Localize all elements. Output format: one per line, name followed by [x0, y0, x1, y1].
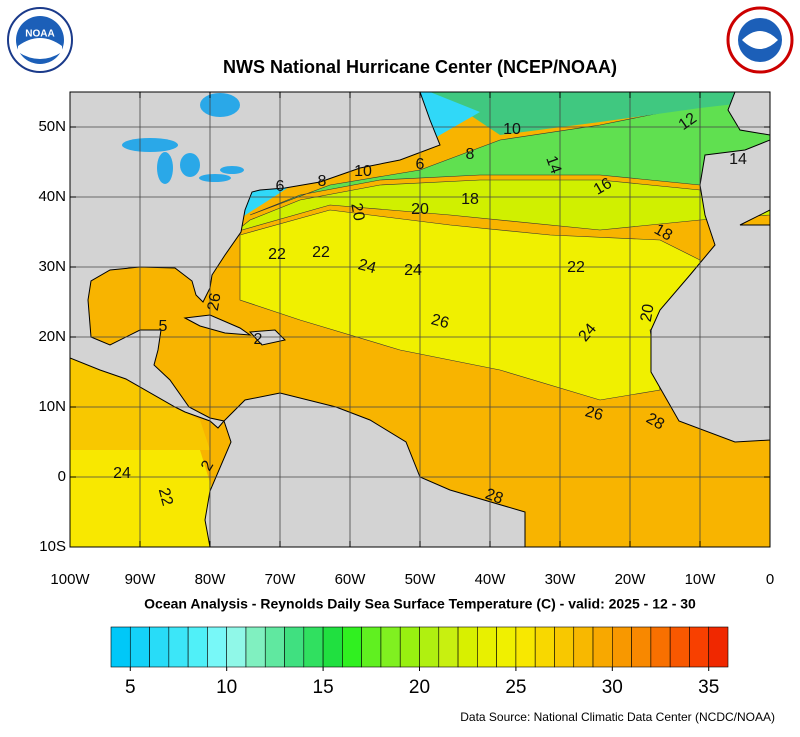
contour-label: 28	[483, 486, 506, 508]
contour-label: 22	[268, 246, 286, 263]
lat-label: 30N	[38, 258, 66, 275]
colorbar-bin	[592, 626, 613, 668]
contour-label: 26	[429, 311, 451, 332]
lon-label: 100W	[50, 571, 90, 588]
lon-label: 30W	[545, 571, 577, 588]
lat-label: 10N	[38, 398, 66, 415]
contour-label: 5	[159, 318, 168, 335]
caption: Ocean Analysis - Reynolds Daily Sea Surf…	[144, 596, 696, 612]
colorbar-bin	[399, 626, 420, 668]
colorbar-bin	[419, 626, 440, 668]
lon-label: 50W	[405, 571, 437, 588]
colorbar-label: 30	[602, 677, 623, 698]
contour-label: 18	[461, 191, 479, 208]
colorbar-bin	[322, 626, 343, 668]
colorbar-bin	[689, 626, 710, 668]
lon-label: 20W	[615, 571, 647, 588]
colorbar-label: 15	[313, 677, 334, 698]
contour-label: 14	[729, 151, 747, 168]
contour-label: 6	[276, 178, 285, 195]
lon-label: 40W	[475, 571, 507, 588]
lon-label: 90W	[125, 571, 157, 588]
colorbar-bin	[496, 626, 517, 668]
colorbar-bin	[361, 626, 382, 668]
colorbar-bin	[438, 626, 459, 668]
colorbar-bin	[187, 626, 208, 668]
contour-label: 24	[356, 256, 378, 277]
colorbar-label: 10	[216, 677, 237, 698]
noaa-logo: NOAA	[7, 7, 73, 73]
colorbar-bin	[342, 626, 362, 668]
colorbar-bin	[303, 626, 324, 668]
lat-label: 20N	[38, 328, 66, 345]
contour-label: 10	[354, 163, 372, 180]
colorbar-bin	[534, 626, 555, 668]
colorbar-label: 5	[125, 677, 136, 698]
colorbar-bin	[264, 626, 285, 668]
lon-label: 0	[766, 571, 774, 588]
colorbar-bin	[631, 626, 652, 668]
contour-label: 22	[312, 244, 330, 261]
colorbar-bin	[226, 626, 247, 668]
lat-label: 50N	[38, 118, 66, 135]
colorbar-bin	[110, 626, 131, 668]
grid	[70, 92, 770, 547]
colorbar-bin	[477, 626, 497, 668]
contour-label: 20	[347, 202, 367, 223]
contour-label: 18	[651, 221, 675, 245]
colorbar-label: 25	[505, 677, 526, 698]
colorbar-bin	[149, 626, 170, 668]
colorbar: 5 10 15 20 25 30 35	[110, 626, 729, 698]
contour-label: 28	[643, 410, 667, 434]
contour-label: 20	[638, 303, 658, 324]
axes: 50N 40N 30N 20N 10N 0 10S 100W 90W 80W 70W 60W 50W 40…	[38, 92, 774, 588]
contour-label: 26	[205, 292, 225, 313]
colorbar-bin	[207, 626, 227, 668]
contour-label: 22	[567, 259, 585, 276]
colorbar-bin	[245, 626, 266, 668]
lat-label: 10S	[39, 538, 66, 555]
colorbar-bin	[515, 626, 536, 668]
lat-label: 0	[58, 468, 66, 485]
colorbar-label: 35	[698, 677, 719, 698]
colorbar-bin	[669, 626, 690, 668]
contour-label: 8	[466, 146, 475, 163]
title: NWS National Hurricane Center (NCEP/NOAA…	[223, 57, 617, 77]
data-source: Data Source: National Climatic Data Cent…	[460, 710, 775, 724]
contour-label: 24	[113, 465, 131, 482]
colorbar-label: 20	[409, 677, 430, 698]
contour-label: 8	[318, 173, 327, 190]
lon-label: 70W	[265, 571, 297, 588]
colorbar-bin	[457, 626, 478, 668]
contour-label: 24	[404, 262, 422, 279]
contour-label: 26	[583, 403, 605, 424]
colorbar-bin	[129, 626, 150, 668]
colorbar-bin	[650, 626, 671, 668]
lon-label: 10W	[685, 571, 717, 588]
colorbar-bin	[380, 626, 401, 668]
nws-logo	[726, 6, 794, 74]
svg-text:NOAA: NOAA	[25, 29, 54, 40]
lon-label: 80W	[195, 571, 227, 588]
lon-label: 60W	[335, 571, 367, 588]
colorbar-bin	[708, 626, 729, 668]
contour-label: 14	[542, 154, 564, 177]
colorbar-bin	[573, 626, 594, 668]
lat-label: 40N	[38, 188, 66, 205]
colorbar-bin	[284, 626, 305, 668]
contour-label: 2	[254, 331, 263, 348]
colorbar-bin	[554, 626, 575, 668]
map-area: 10 12 14 8 6 10 8 6 14 16 18 20 20 18 22…	[70, 92, 770, 547]
contour-label: 20	[411, 201, 429, 218]
contour-label: 6	[416, 156, 425, 173]
contour-label: 22	[155, 486, 176, 508]
contour-label: 10	[503, 121, 521, 138]
contour-label: 16	[591, 175, 615, 199]
colorbar-bin	[168, 626, 189, 668]
colorbar-bin	[612, 626, 632, 668]
